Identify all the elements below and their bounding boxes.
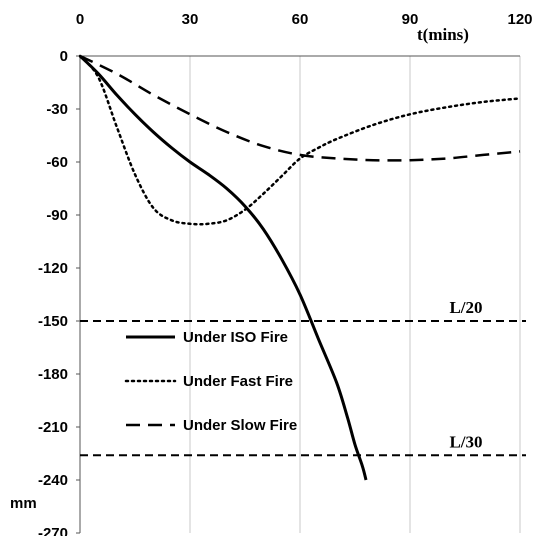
x-tick-label-3: 90 — [402, 11, 419, 28]
reference-line-label-0: L/20 — [449, 298, 482, 317]
reference-line-label-1: L/30 — [449, 432, 482, 451]
x-tick-label-1: 30 — [182, 11, 199, 28]
grid-lines — [189, 56, 521, 533]
series-lines — [78, 54, 522, 481]
series-line-0 — [78, 54, 368, 481]
y-tick-label-2: -60 — [46, 154, 68, 171]
series-line-1 — [78, 54, 522, 226]
y-tick-label-0: 0 — [60, 48, 68, 65]
y-tick-label-3: -90 — [46, 207, 68, 224]
y-tick-label-1: -30 — [46, 101, 68, 118]
x-axis-label: t(mins) — [417, 25, 469, 44]
x-tick-label-2: 60 — [292, 11, 309, 28]
legend-label-2: Under Slow Fire — [183, 417, 297, 434]
y-tick-labels: 0 -30 -60 -90 -120 -150 -180 -210 -240 -270 — [38, 48, 68, 536]
x-tick-labels: 0 30 60 90 120 — [76, 11, 533, 28]
y-tick-label-5: -150 — [38, 313, 68, 330]
legend-label-1: Under Fast Fire — [183, 373, 293, 390]
axes — [76, 55, 520, 534]
y-tick-label-9: -270 — [38, 525, 68, 536]
reference-lines: L/20 L/30 — [80, 298, 526, 457]
series-line-2 — [79, 54, 521, 162]
y-tick-label-4: -120 — [38, 260, 68, 277]
y-tick-label-6: -180 — [38, 366, 68, 383]
x-tick-label-0: 0 — [76, 11, 84, 28]
y-tick-label-7: -210 — [38, 419, 68, 436]
x-tick-label-4: 120 — [507, 11, 532, 28]
axis-labels: t(mins) mm — [10, 25, 469, 512]
y-axis-label: mm — [10, 495, 37, 512]
legend-label-0: Under ISO Fire — [183, 329, 288, 346]
y-tick-label-8: -240 — [38, 472, 68, 489]
legend: Under ISO Fire Under Fast Fire Under Slow … — [124, 329, 297, 434]
